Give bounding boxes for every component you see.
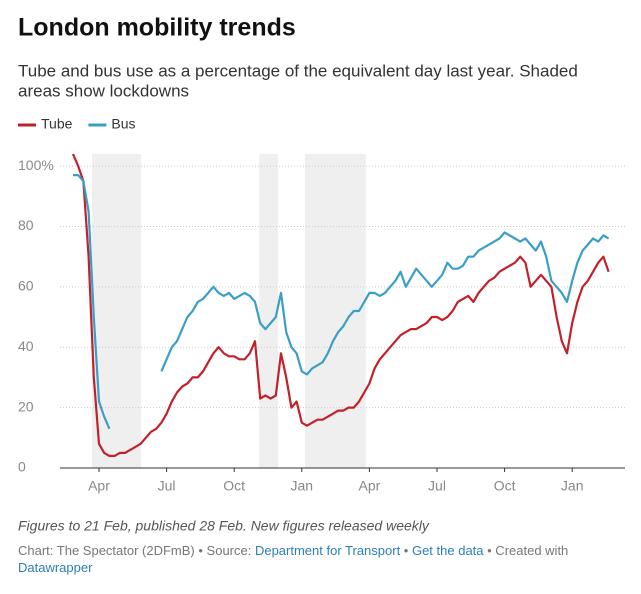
subtitle: areas show lockdowns xyxy=(18,81,189,100)
subtitle: Tube and bus use as a percentage of the … xyxy=(18,61,578,80)
legend-label: Tube xyxy=(41,116,73,132)
source-link[interactable]: Department for Transport xyxy=(254,543,401,558)
lockdown-shade xyxy=(91,154,142,468)
chart-title: London mobility trends xyxy=(18,14,296,42)
legend-label: Bus xyxy=(111,116,135,132)
credits: Chart: The Spectator (2DFmB) • Source: D… xyxy=(18,542,618,576)
x-tick-label: Jan xyxy=(561,478,584,494)
y-tick-label: 40 xyxy=(18,338,34,354)
note: Figures to 21 Feb, published 28 Feb. New… xyxy=(18,518,430,534)
x-tick-label: Jan xyxy=(291,478,314,494)
x-tick-label: Jul xyxy=(158,478,176,494)
y-tick-label: 0 xyxy=(18,459,26,475)
source-text: • Created with xyxy=(483,543,572,558)
x-tick-label: Apr xyxy=(359,478,381,494)
series-line xyxy=(73,174,610,430)
source-link[interactable]: Get the data xyxy=(411,543,484,558)
x-tick-label: Apr xyxy=(88,478,110,494)
x-tick-label: Jul xyxy=(428,478,446,494)
y-tick-label: 100% xyxy=(18,157,54,173)
y-tick-label: 20 xyxy=(18,398,34,414)
source-text: • xyxy=(400,543,412,558)
y-tick-label: 80 xyxy=(18,217,34,233)
source-text: Chart: The Spectator (2DFmB) • Source: xyxy=(18,543,255,558)
x-tick-label: Oct xyxy=(223,478,245,494)
source-link[interactable]: Datawrapper xyxy=(18,560,93,575)
chart: London mobility trends Tube and bus use … xyxy=(18,14,625,534)
x-tick-label: Oct xyxy=(494,478,516,494)
lockdown-shade xyxy=(259,154,278,468)
y-tick-label: 60 xyxy=(18,278,34,294)
series-line xyxy=(71,153,610,457)
